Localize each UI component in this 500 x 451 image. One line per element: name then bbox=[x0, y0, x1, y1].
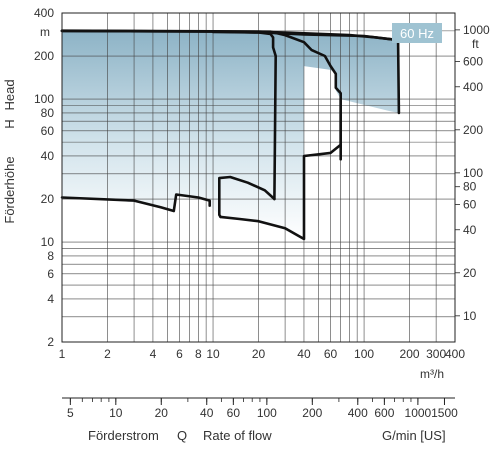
x-tick-label: 1 bbox=[59, 347, 66, 361]
y-left-tick-label: 400 bbox=[34, 6, 54, 20]
badge-label: 60 Hz bbox=[400, 26, 434, 41]
y-right-tick-label: 10 bbox=[463, 309, 477, 323]
secondary-x-tick-label: 400 bbox=[348, 406, 368, 420]
y-right-tick-label: 1000 bbox=[463, 23, 490, 37]
secondary-x-tick-label: 60 bbox=[227, 406, 241, 420]
y-axis-label-en: Head bbox=[2, 79, 17, 110]
y-left-tick-label: 6 bbox=[47, 267, 54, 281]
secondary-x-tick-label: 600 bbox=[374, 406, 394, 420]
y-left-tick-label: 200 bbox=[34, 49, 54, 63]
curve-4 bbox=[211, 30, 397, 42]
y-left-tick-label: 8 bbox=[47, 249, 54, 263]
plot-frame bbox=[61, 12, 456, 343]
x-tick-label: 8 bbox=[195, 347, 202, 361]
curve-6 bbox=[60, 193, 211, 213]
y-right-tick-label: 40 bbox=[463, 223, 477, 237]
secondary-x-tick-label: 100 bbox=[257, 406, 277, 420]
y-left-tick-label: 60 bbox=[41, 124, 55, 138]
secondary-x-unit: G/min [US] bbox=[382, 428, 446, 443]
y-left-tick-label: 2 bbox=[47, 335, 54, 349]
x-tick-label: 10 bbox=[206, 347, 220, 361]
secondary-x-axis: 5 10 20 40 60 100 200 400 600 1000 1500 bbox=[62, 397, 458, 420]
y-right-tick-label: 60 bbox=[463, 198, 477, 212]
y-right-unit: ft bbox=[472, 37, 479, 51]
y-left-tick-label: 4 bbox=[47, 292, 54, 306]
x-tick-label: 2 bbox=[104, 347, 111, 361]
y-right-tick-label: 400 bbox=[463, 80, 483, 94]
x-tick-label: 20 bbox=[252, 347, 266, 361]
secondary-x-tick-label: 40 bbox=[200, 406, 214, 420]
secondary-x-tick-label: 1000 bbox=[405, 406, 432, 420]
y-axis-label-de: Förderhöhe bbox=[2, 156, 17, 223]
operating-range-area bbox=[62, 30, 399, 240]
y-left-tick-label: 40 bbox=[41, 149, 55, 163]
x-tick-label: 6 bbox=[176, 347, 183, 361]
x-tick-label: 100 bbox=[354, 347, 374, 361]
secondary-x-tick-label: 5 bbox=[67, 406, 74, 420]
secondary-x-tick-label: 10 bbox=[109, 406, 123, 420]
flow-label-en: Rate of flow bbox=[203, 428, 272, 443]
x-tick-label: 200 bbox=[400, 347, 420, 361]
badge-background bbox=[392, 23, 442, 43]
secondary-x-tick-label: 20 bbox=[155, 406, 169, 420]
y-right-tick-label: 600 bbox=[463, 55, 483, 69]
x-axis-unit: m³/h bbox=[420, 367, 444, 381]
x-tick-label: 60 bbox=[324, 347, 338, 361]
x-tick-label: 40 bbox=[297, 347, 311, 361]
y-left-tick-label: 20 bbox=[41, 192, 55, 206]
y-left-unit: m bbox=[40, 25, 50, 39]
y-axis-label-h: H bbox=[2, 119, 17, 128]
x-tick-label: 4 bbox=[150, 347, 157, 361]
curve-5 bbox=[218, 175, 276, 219]
y-right-tick-label: 100 bbox=[463, 166, 483, 180]
flow-label-q: Q bbox=[177, 428, 187, 443]
secondary-x-tick-label: 200 bbox=[302, 406, 322, 420]
y-left-tick-label: 80 bbox=[41, 106, 55, 120]
flow-label-de: Förderstrom bbox=[88, 428, 159, 443]
y-left-tick-label: 10 bbox=[41, 235, 55, 249]
x-tick-label: 400 bbox=[445, 347, 465, 361]
y-right-tick-label: 20 bbox=[463, 266, 477, 280]
y-left-tick-label: 100 bbox=[34, 92, 54, 106]
x-tick-label: 300 bbox=[426, 347, 446, 361]
badge: 60 Hz bbox=[392, 23, 442, 43]
y-right-tick-label: 80 bbox=[463, 180, 477, 194]
operating-range-fill bbox=[62, 30, 399, 240]
secondary-x-tick-label: 1500 bbox=[431, 406, 458, 420]
y-right-tick-label: 200 bbox=[463, 123, 483, 137]
curve-7 bbox=[219, 97, 343, 241]
